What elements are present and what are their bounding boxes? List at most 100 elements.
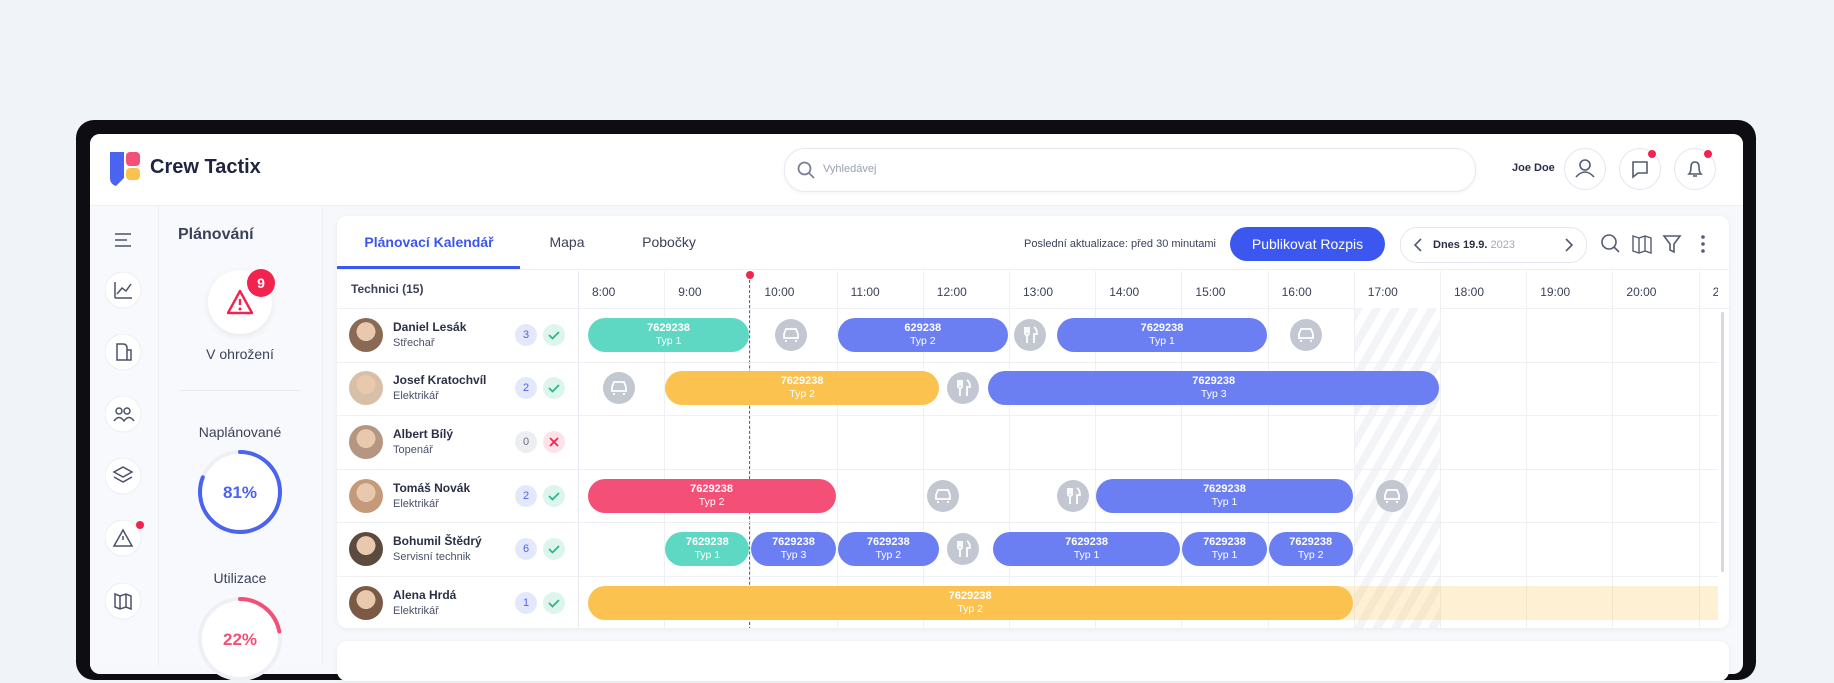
task-bar[interactable]: 7629238 Typ 2 (587, 585, 1353, 620)
task-count: 2 (515, 377, 537, 400)
break-icon (947, 372, 979, 405)
date-picker[interactable]: Dnes 19.9. 2023 (1400, 227, 1587, 263)
grid-line (1095, 271, 1097, 628)
planned-ring: 81% (196, 448, 284, 536)
task-type: Typ 2 (875, 549, 902, 562)
task-bar[interactable]: 7629238 Typ 2 (665, 371, 940, 406)
utilization-ring: 22% (196, 595, 284, 683)
alert-badge: 9 (247, 269, 275, 297)
task-id: 7629238 (772, 536, 815, 549)
schedule-card: Plánovací Kalendář Mapa Pobočky 8:00 9:00 10:… (337, 216, 1729, 628)
timeline: 8:00 9:00 10:00 11:00 12:00 13:00 14:00 15:00 16… (337, 271, 1718, 628)
planned-label: Naplánované (198, 424, 282, 440)
grid-line (1353, 271, 1355, 628)
column-divider (578, 271, 579, 628)
break-icon (947, 533, 979, 566)
nav-icon[interactable] (105, 334, 143, 372)
task-type: Typ 2 (698, 495, 725, 508)
grid-line (836, 271, 838, 628)
messages-button[interactable] (1619, 148, 1661, 190)
tech-name: Tomáš Novák (393, 480, 471, 495)
task-count: 6 (515, 538, 537, 561)
status-confirmed (543, 323, 565, 346)
tech-role: Topenář (393, 444, 433, 456)
break-icon (603, 372, 635, 405)
task-id: 7629238 (1289, 536, 1333, 549)
nav-icon[interactable] (105, 458, 143, 496)
task-bar[interactable]: 7629238 Typ 1 (1057, 317, 1267, 352)
task-bar[interactable]: 7629238 Typ 1 (587, 317, 750, 352)
task-type: Typ 2 (957, 602, 984, 615)
nav-alert-dot (136, 521, 144, 529)
tech-role: Servisní technik (393, 551, 471, 564)
nav-icon[interactable] (105, 396, 143, 434)
publish-button[interactable]: Publikovat Rozpis (1230, 227, 1385, 261)
task-bar[interactable]: 7629238 Typ 3 (988, 371, 1439, 406)
status-rejected (543, 431, 565, 453)
scrollbar (1721, 312, 1724, 572)
avatar (349, 371, 383, 406)
nav-icon[interactable] (105, 520, 143, 558)
user-button[interactable] (1564, 148, 1606, 190)
tab[interactable]: Plánovací Kalendář (364, 234, 494, 250)
task-id: 629238 (904, 321, 942, 334)
avatar (349, 317, 383, 352)
second-card (337, 641, 1729, 681)
hour-label: 18:00 (1454, 285, 1485, 299)
hour-label: 12:00 (936, 285, 967, 299)
task-id: 7629238 (1203, 482, 1246, 495)
hour-label: 19:00 (1540, 285, 1571, 299)
hour-label: 16:00 (1281, 285, 1312, 299)
icon-rail (90, 206, 159, 666)
nav-icon[interactable] (105, 222, 143, 260)
section-title: Plánování (178, 226, 254, 243)
row-divider (337, 361, 1718, 363)
tab[interactable]: Mapa (549, 234, 585, 250)
schedule-header-label: Technici (15) (351, 282, 424, 296)
hour-label: 11:00 (850, 285, 880, 299)
tech-name: Bohumil Štědrý (393, 534, 482, 549)
grid-line (1009, 271, 1010, 628)
row-divider (337, 415, 1718, 417)
hour-label: 15:00 (1195, 285, 1226, 299)
tab[interactable]: Pobočky (642, 234, 696, 250)
break-icon (1376, 479, 1408, 512)
task-bar[interactable]: 629238 Typ 2 (837, 317, 1008, 352)
task-extension (1336, 585, 1718, 620)
active-tab-underline (337, 266, 520, 269)
nav-icon[interactable] (105, 272, 143, 310)
task-bar[interactable]: 7629238 Typ 2 (1268, 532, 1353, 567)
task-bar[interactable]: 7629238 Typ 1 (665, 532, 750, 567)
hour-label: 10:00 (764, 285, 795, 299)
task-bar[interactable]: 7629238 Typ 3 (751, 532, 836, 567)
tech-name: Alena Hrdá (393, 587, 457, 602)
task-bar[interactable]: 7629238 Typ 1 (992, 532, 1181, 567)
hour-label: 13:00 (1023, 285, 1054, 299)
search-box[interactable]: Vyhledávej (784, 148, 1476, 192)
hour-label: 8:00 (592, 285, 616, 299)
task-bar[interactable]: 7629238 Typ 1 (1182, 532, 1267, 567)
ring-value: 22% (222, 630, 258, 649)
tech-role: Elektrikář (393, 604, 439, 617)
task-id: 7629238 (1192, 375, 1236, 388)
brand: Crew Tactix (150, 156, 261, 178)
messages-dot (1648, 150, 1656, 158)
toolbar-icons[interactable] (1598, 232, 1718, 256)
task-type: Typ 3 (1200, 388, 1227, 401)
hour-label: 9:00 (678, 285, 702, 299)
task-id: 7629238 (1203, 536, 1246, 549)
now-line (749, 275, 751, 628)
task-bar[interactable]: 7629238 Typ 2 (837, 532, 940, 567)
task-bar[interactable]: 7629238 Typ 2 (587, 478, 836, 513)
ring-progress (198, 597, 282, 681)
hour-label: 14:00 (1109, 285, 1140, 299)
task-type: Typ 1 (1211, 495, 1238, 508)
status-confirmed (543, 538, 565, 561)
break-icon (775, 318, 807, 351)
grid-line (1612, 271, 1614, 628)
nav-icon[interactable] (105, 583, 143, 621)
task-bar[interactable]: 7629238 Typ 1 (1096, 478, 1353, 513)
break-icon (927, 479, 959, 512)
task-count: 2 (515, 484, 537, 507)
now-dot (746, 271, 755, 279)
